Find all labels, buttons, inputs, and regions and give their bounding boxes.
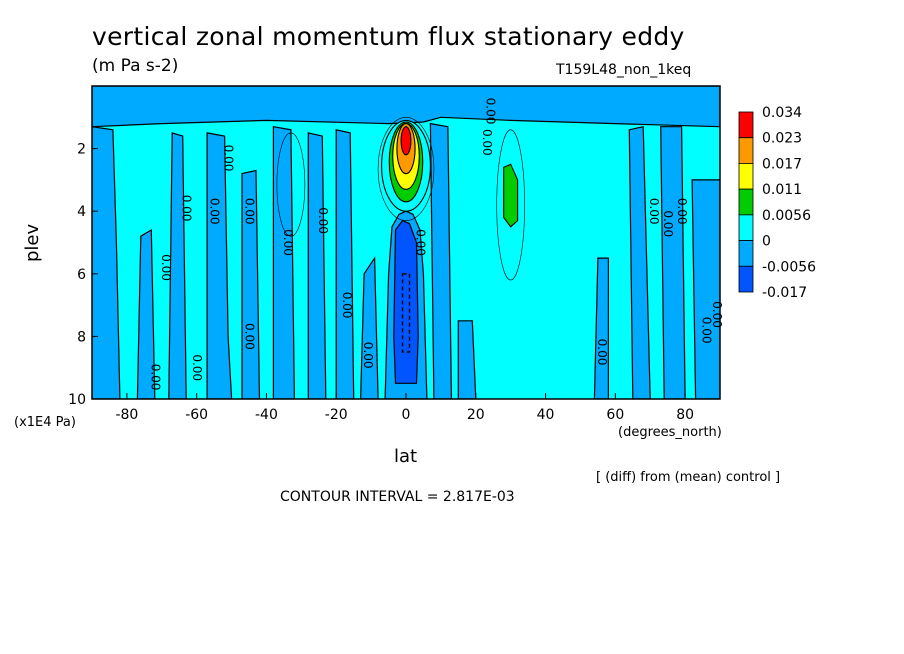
- equatorial-outer-contour: [377, 117, 435, 221]
- zero-label-20: 0.00: [710, 301, 724, 328]
- neg-region-nh-4: [628, 125, 651, 399]
- zero-label-12: 0.00: [413, 229, 427, 256]
- chart-units: (m Pa s-2): [92, 56, 179, 76]
- subtropical-core: [503, 163, 519, 228]
- x-axis-label: lat: [394, 446, 418, 467]
- zero-label-7: 0.00: [243, 323, 257, 350]
- sh-outer-contour: [276, 132, 306, 237]
- y-axis-label: plev: [22, 223, 43, 262]
- negative-core: [393, 219, 419, 384]
- colorbar-swatch: [738, 265, 754, 293]
- colorbar-swatch: [738, 214, 754, 241]
- neg-region-sh-3: [206, 132, 233, 399]
- subtropical-outer-contour: [496, 129, 525, 281]
- colorbar-label: 0.023: [762, 131, 802, 147]
- x-tick-label: -60: [185, 407, 208, 423]
- diff-note: [ (diff) from (mean) control ]: [596, 470, 781, 485]
- zero-label-13: 0.00: [480, 129, 494, 156]
- colorbar-swatch: [738, 111, 754, 139]
- zero-contour-labels: 0.000.000.000.000.000.000.000.000.000.00…: [148, 98, 724, 391]
- colorbar-swatch: [738, 188, 754, 216]
- zero-label-15: 0.00: [595, 339, 609, 366]
- x-tick-label: 0: [402, 407, 411, 423]
- zero-label-16: 0.00: [647, 198, 661, 225]
- neg-region-nh-3: [593, 257, 609, 399]
- neg-region-sh-8: [359, 256, 379, 399]
- neg-region-sh-west: [92, 126, 121, 399]
- zero-label-14: 0.00: [483, 98, 497, 125]
- colorbar-label: 0.017: [762, 156, 802, 172]
- zero-label-2: 0.00: [180, 195, 194, 222]
- filled-contours: [92, 86, 720, 399]
- zero-label-18: 0.00: [675, 198, 689, 225]
- neg-region-nh-5: [660, 126, 686, 399]
- chart-title: vertical zonal momentum flux stationary …: [92, 22, 685, 51]
- y-axis-unit: (x1E4 Pa): [14, 415, 76, 430]
- neg-region-sh-4: [241, 169, 261, 399]
- colorbar-swatch: [738, 137, 754, 164]
- zero-label-1: 0.00: [148, 364, 162, 391]
- colorbar-label: 0.011: [762, 182, 802, 198]
- zero-label-9: 0.00: [316, 207, 330, 234]
- zero-label-10: 0.00: [340, 292, 354, 319]
- positive-core-4: [400, 126, 412, 156]
- neg-region-sh-1: [136, 228, 156, 399]
- y-tick-label: 6: [77, 267, 86, 283]
- colorbar-label: -0.0056: [762, 259, 816, 275]
- x-tick-label: -40: [255, 407, 278, 423]
- x-axis: -80 -60 -40 -20 0 20 40 60 80: [115, 393, 694, 423]
- zero-label-5: 0.00: [222, 145, 236, 172]
- x-tick-label: -20: [325, 407, 348, 423]
- zero-label-19: 0.00: [700, 317, 714, 344]
- colorbar-swatch: [738, 163, 754, 190]
- x-tick-label: -80: [115, 407, 138, 423]
- x-tick-label: 60: [606, 407, 624, 423]
- neg-region-sh-6: [307, 132, 327, 399]
- y-tick-label: 2: [77, 142, 86, 158]
- run-label: T159L48_non_1keq: [556, 62, 692, 78]
- neg-region-nh-2: [457, 320, 477, 399]
- colorbar-swatch: [738, 240, 754, 267]
- x-tick-label: 40: [537, 407, 555, 423]
- y-tick-label: 10: [68, 392, 86, 408]
- neg-region-nh-1: [429, 122, 453, 399]
- y-tick-label: 4: [77, 204, 86, 220]
- zero-label-17: 0.00: [661, 210, 675, 237]
- zero-label-6: 0.00: [243, 198, 257, 225]
- neg-region-sh-5: [272, 125, 296, 399]
- colorbar-label: 0.034: [762, 105, 802, 121]
- colorbar-label: 0.0056: [762, 208, 811, 224]
- y-axis: 2 4 6 8 10: [68, 142, 98, 408]
- zero-label-8: 0.00: [281, 229, 295, 256]
- zero-label-11: 0.00: [361, 342, 375, 369]
- x-axis-unit: (degrees_north): [618, 425, 722, 440]
- colorbar-label: 0: [762, 234, 771, 250]
- colorbar-label: -0.017: [762, 285, 807, 301]
- zero-label-0: 0.00: [159, 254, 173, 281]
- neg-region-sh-7: [335, 129, 355, 399]
- x-tick-label: 20: [467, 407, 485, 423]
- y-tick-label: 8: [77, 329, 86, 345]
- x-tick-label: 80: [676, 407, 694, 423]
- contour-lines: [276, 117, 525, 353]
- neg-region-nh-6: [691, 179, 720, 399]
- neg-region-sh-2: [168, 132, 187, 399]
- colorbar-legend: 0.034 0.023 0.017 0.011 0.0056 0 -0.0056 -0.017: [738, 105, 816, 301]
- zero-label-3: 0.00: [190, 354, 204, 381]
- contour-interval: CONTOUR INTERVAL = 2.817E-03: [280, 489, 515, 505]
- negative-dashed-contour: [401, 273, 411, 353]
- zero-label-4: 0.00: [208, 198, 222, 225]
- neg-region-top: [92, 86, 720, 128]
